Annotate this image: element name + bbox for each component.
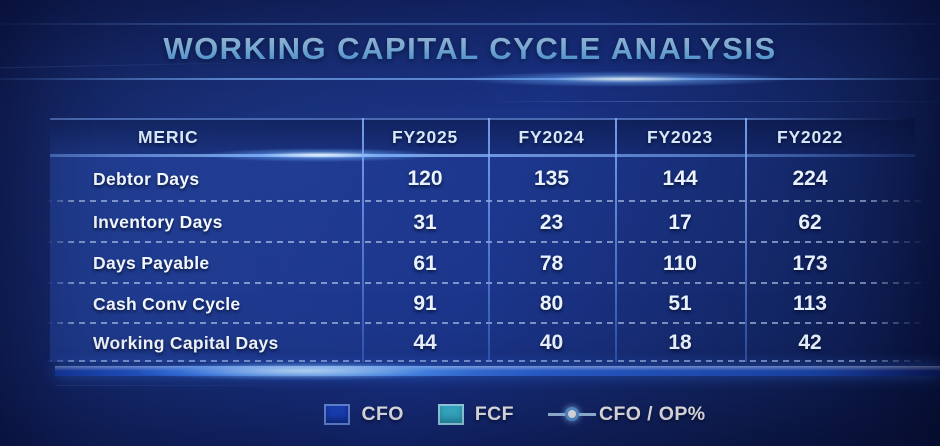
- metric-label: Inventory Days: [93, 212, 223, 232]
- table-header-row: MERIC FY2025 FY2024 FY2023 FY2022: [50, 118, 915, 162]
- cfo-swatch-icon: [324, 403, 351, 425]
- table-body: Debtor Days 120 135 144 224 Inventory Days 31 2…: [50, 156, 915, 362]
- page-title: WORKING CAPITAL CYCLE ANALYSIS: [0, 31, 940, 67]
- legend-label: CFO: [361, 402, 404, 425]
- chart-legend: CFO FCF CFO / OP%: [45, 399, 940, 429]
- cell-value: 31: [413, 210, 437, 234]
- cell-value: 135: [533, 167, 570, 190]
- table-row: Cash Conv Cycle 91 80 51 113: [50, 284, 915, 324]
- legend-item-cfo-op: CFO / OP%: [547, 402, 706, 426]
- background-streak: [56, 385, 339, 386]
- metric-label: Working Capital Days: [93, 332, 279, 353]
- cell-value: 61: [413, 251, 437, 275]
- cell-value: 120: [407, 167, 443, 190]
- cell-value: 40: [539, 331, 564, 354]
- cell-value: 80: [539, 292, 564, 315]
- top-divider-line: [0, 23, 940, 25]
- fcf-swatch-icon: [437, 403, 464, 425]
- table-row: Working Capital Days 44 40 18 42: [50, 324, 915, 362]
- column-header-fy2022: FY2022: [776, 126, 844, 147]
- cell-value: 18: [668, 331, 692, 354]
- cell-value: 91: [413, 292, 437, 315]
- bottom-glow-bar: [55, 357, 940, 385]
- cell-value: 51: [668, 292, 692, 315]
- cell-value: 17: [668, 210, 692, 234]
- cell-value: 144: [662, 167, 698, 190]
- column-header-fy2025: FY2025: [391, 126, 459, 147]
- column-divider: [615, 118, 617, 362]
- cell-value: 173: [792, 251, 828, 275]
- legend-item-fcf: FCF: [437, 402, 514, 426]
- cell-value: 224: [792, 167, 828, 190]
- column-divider: [362, 118, 364, 362]
- cell-value: 110: [663, 251, 697, 275]
- cell-value: 44: [413, 331, 437, 354]
- cell-value: 78: [539, 251, 564, 275]
- table-row: Debtor Days 120 135 144 224: [50, 156, 915, 202]
- column-divider: [488, 118, 490, 362]
- legend-label: CFO / OP%: [598, 402, 706, 425]
- line-marker-icon: [547, 407, 596, 422]
- cell-value: 23: [539, 210, 564, 234]
- column-header-fy2023: FY2023: [646, 126, 714, 147]
- legend-label: FCF: [474, 402, 514, 425]
- cell-value: 62: [798, 210, 822, 234]
- column-header-metric: MERIC: [138, 126, 199, 147]
- working-capital-table: MERIC FY2025 FY2024 FY2023 FY2022 Debtor…: [50, 118, 915, 362]
- table-row: Inventory Days 31 23 17 62: [50, 202, 915, 243]
- legend-item-cfo: CFO: [324, 403, 403, 426]
- cell-value: 113: [793, 292, 827, 315]
- title-underline-flare: [460, 71, 790, 87]
- table-row: Days Payable 61 78 110 173: [50, 243, 915, 284]
- background-streak: [488, 101, 940, 102]
- cell-value: 42: [798, 331, 822, 354]
- column-divider: [745, 118, 747, 362]
- metric-label: Days Payable: [93, 253, 210, 273]
- metric-label: Debtor Days: [93, 168, 200, 189]
- column-header-fy2024: FY2024: [518, 126, 585, 147]
- metric-label: Cash Conv Cycle: [93, 293, 241, 314]
